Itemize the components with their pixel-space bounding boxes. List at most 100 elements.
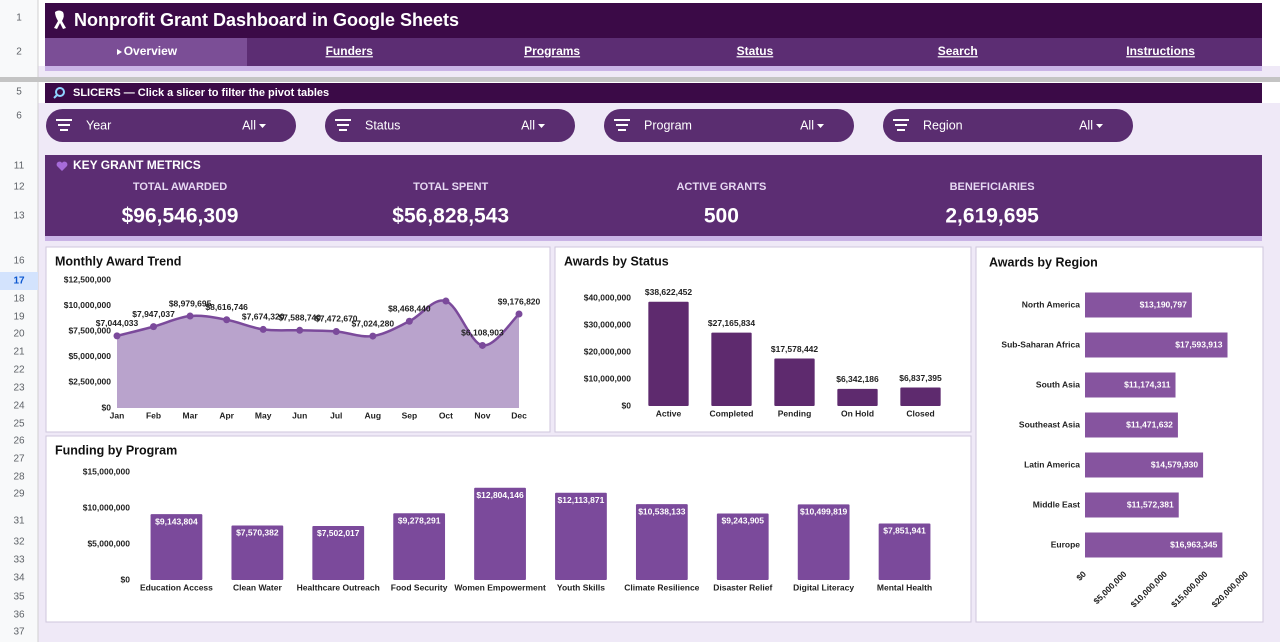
x-tick-label: On Hold: [841, 408, 874, 418]
value-label: $17,593,913: [1175, 339, 1223, 349]
chart-title: Awards by Region: [989, 255, 1098, 269]
x-tick-label: Clean Water: [233, 582, 283, 592]
slicer-value: All: [800, 118, 814, 132]
nav-tab[interactable]: Status: [737, 44, 774, 58]
metric-label: BENEFICIARIES: [950, 181, 1035, 193]
row-number: 16: [13, 256, 25, 267]
area-fill: [117, 300, 519, 408]
value-label: $7,588,740: [278, 313, 321, 323]
y-tick-label: $0: [102, 402, 112, 412]
y-tick-label: South Asia: [1036, 379, 1080, 389]
value-label: $13,190,797: [1140, 299, 1188, 309]
slicer[interactable]: [883, 109, 1133, 142]
slicers-band: [45, 83, 1262, 103]
value-label: $11,572,381: [1127, 499, 1174, 509]
x-tick-label: Women Empowerment: [454, 582, 546, 592]
bar: [797, 504, 850, 580]
frozen-divider: [0, 77, 1280, 82]
value-label: $7,044,033: [96, 318, 139, 328]
x-tick-label: Oct: [439, 410, 453, 420]
y-tick-label: Middle East: [1033, 499, 1080, 509]
x-tick-label: Pending: [778, 408, 812, 418]
y-tick-label: Europe: [1051, 539, 1081, 549]
x-tick-label: May: [255, 410, 272, 420]
point: [150, 323, 158, 331]
nav-tab[interactable]: Programs: [524, 44, 580, 58]
chart-title: Monthly Award Trend: [55, 254, 181, 268]
heart-icon: [56, 161, 68, 171]
nav-tab[interactable]: Instructions: [1126, 44, 1195, 58]
bar: [1085, 532, 1223, 558]
point: [369, 332, 377, 340]
value-label: $9,243,905: [721, 516, 764, 526]
row-number: 5: [16, 87, 22, 98]
x-tick-label: Dec: [511, 410, 527, 420]
point: [405, 317, 413, 325]
bar: [1085, 292, 1192, 318]
value-label: $10,499,819: [800, 507, 848, 517]
tab-arrow: [117, 49, 122, 55]
value-label: $11,471,632: [1126, 419, 1173, 429]
x-tick-label: Sep: [402, 410, 418, 420]
dropdown-arrow: [1096, 124, 1103, 128]
nav-tab[interactable]: Search: [938, 44, 978, 58]
header-accent: [45, 66, 1262, 71]
row-number: 37: [13, 627, 25, 638]
dropdown-arrow: [259, 124, 266, 128]
point: [478, 341, 486, 349]
row-number: 35: [13, 592, 25, 603]
y-tick-label: $12,500,000: [64, 274, 112, 284]
slicer[interactable]: [604, 109, 854, 142]
bar: [648, 301, 689, 406]
value-label: $7,024,280: [352, 318, 395, 328]
bar: [312, 525, 365, 580]
metrics-panel: [45, 155, 1262, 236]
bar: [474, 487, 526, 580]
metrics-accent: [45, 236, 1262, 241]
point: [332, 327, 340, 335]
slicer[interactable]: [325, 109, 575, 142]
row-number: 20: [13, 329, 25, 340]
point: [296, 326, 304, 334]
bar: [635, 504, 688, 580]
value-label: $8,979,695: [169, 298, 212, 308]
x-tick-label: Education Access: [140, 582, 213, 592]
active-tab: [45, 38, 247, 66]
bar: [150, 514, 203, 580]
x-tick-label: Jul: [330, 410, 342, 420]
bar: [711, 332, 752, 406]
x-tick-label: Mental Health: [877, 582, 932, 592]
y-tick-label: $5,000,000: [68, 351, 111, 361]
y-tick-label: $2,500,000: [68, 377, 111, 387]
chart-title: Awards by Status: [564, 254, 669, 268]
slicer-value: All: [242, 118, 256, 132]
point: [186, 312, 194, 320]
value-label: $6,108,903: [461, 328, 504, 338]
row-number: 29: [13, 489, 25, 500]
slicer-label: Status: [365, 118, 400, 132]
bar: [1085, 452, 1204, 478]
nav-tab[interactable]: Funders: [326, 44, 374, 58]
x-tick-label: Healthcare Outreach: [297, 582, 380, 592]
chart-title: Funding by Program: [55, 443, 177, 457]
y-tick-label: $0: [121, 574, 131, 584]
value-label: $11,174,311: [1124, 379, 1171, 389]
slicer[interactable]: [46, 109, 296, 142]
bar: [774, 358, 815, 406]
y-tick-label: $20,000,000: [584, 346, 632, 356]
selected-row-header: [0, 272, 38, 290]
row-number: 28: [13, 472, 25, 483]
value-label: $38,622,452: [645, 287, 693, 297]
row-number: 31: [13, 516, 25, 527]
value-label: $27,165,834: [708, 318, 756, 328]
slicer-value: All: [521, 118, 535, 132]
row-number: 17: [13, 276, 25, 287]
row-number: 2: [16, 47, 22, 58]
x-tick-label: Food Security: [391, 582, 448, 592]
nav-tab[interactable]: Overview: [124, 44, 178, 58]
x-tick-label: Closed: [906, 408, 934, 418]
ribbon-icon: [54, 10, 66, 29]
header-band: [45, 3, 1262, 38]
